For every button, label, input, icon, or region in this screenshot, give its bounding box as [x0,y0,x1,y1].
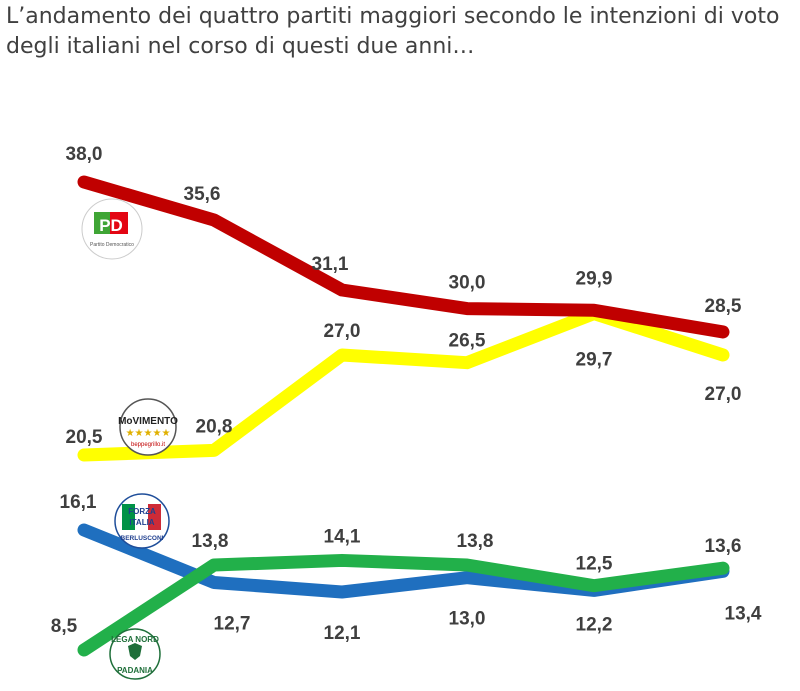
fi-logo-line3: BERLUSCONI [121,535,164,542]
data-label-m5s-4: 26,5 [449,331,486,352]
pd-logo-caption: Partito Democratico [90,242,134,248]
stars-icon: ★★★★★ [126,428,171,439]
data-label-lega-1: 8,5 [51,616,78,637]
data-label-lega-6: 13,6 [705,536,742,557]
forza-italia-logo: FORZA ITALIA BERLUSCONI [114,493,170,549]
m5s-logo-site: beppegrillo.it [131,442,165,448]
series-line-pd [77,175,730,339]
data-label-pd-3: 31,1 [312,254,349,275]
data-label-lega-2: 13,8 [192,531,229,552]
pd-logo-mark: PD [99,216,123,235]
data-label-pd-1: 38,0 [66,144,103,165]
data-label-m5s-5: 29,7 [576,350,613,371]
lega-logo-arc: LEGA NORD [111,635,159,644]
data-label-m5s-3: 27,0 [324,321,361,342]
data-label-lega-5: 12,5 [576,554,613,575]
lega-nord-logo: LEGA NORD PADANIA [109,628,161,680]
m5s-logo-text: MoVIMENTO [118,416,178,427]
data-label-lega-4: 13,8 [457,531,494,552]
chart-title: L’andamento dei quattro partiti maggiori… [6,4,780,59]
data-label-pd-4: 30,0 [449,273,486,294]
data-label-fi-5: 12,2 [576,614,613,635]
data-label-pd-6: 28,5 [705,296,742,317]
m5s-logo: MoVIMENTO ★★★★★ beppegrillo.it [118,398,178,456]
fi-logo-line1: FORZA [128,507,156,516]
series-line-m5s [77,307,730,462]
data-label-m5s-1: 20,5 [66,427,103,448]
data-label-fi-4: 13,0 [449,609,486,630]
lega-logo-bottom: PADANIA [117,666,153,675]
data-label-fi-1: 16,1 [60,492,97,513]
series-line-lega [77,553,730,657]
data-label-lega-3: 14,1 [324,526,361,547]
data-label-fi-3: 12,1 [324,623,361,644]
fi-logo-line2: ITALIA [129,518,154,527]
data-label-pd-2: 35,6 [184,184,221,205]
data-label-pd-5: 29,9 [576,268,613,289]
data-label-fi-6: 13,4 [725,603,762,624]
pd-logo: PD Partito Democratico [81,198,143,260]
data-label-fi-2: 12,7 [214,613,251,634]
data-label-m5s-6: 27,0 [705,384,742,405]
data-label-m5s-2: 20,8 [196,416,233,437]
warrior-icon [128,643,142,660]
